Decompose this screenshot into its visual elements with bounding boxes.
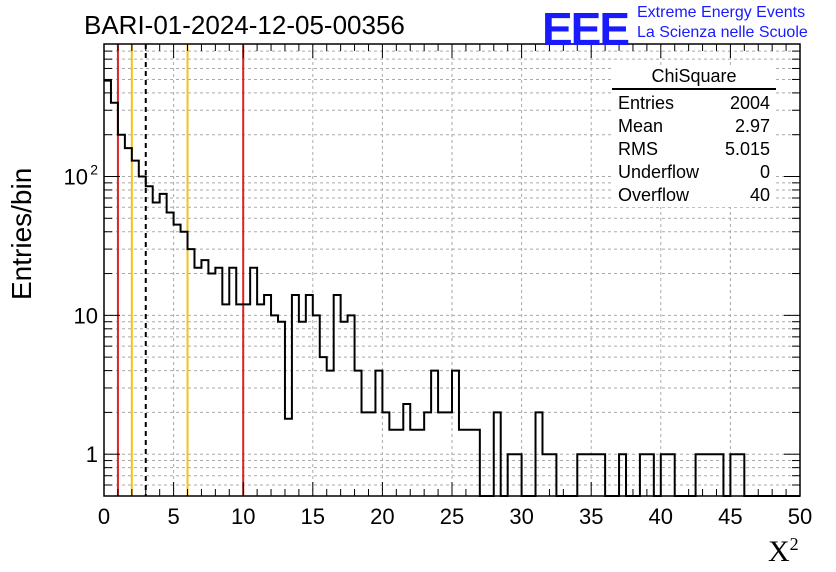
- y-tick-label: 1: [86, 442, 98, 467]
- stats-row-underflow: Underflow 0: [618, 162, 770, 182]
- logo-line-2: La Scienza nelle Scuole: [637, 24, 808, 41]
- x-tick-label: 20: [370, 504, 394, 529]
- x-tick-label: 25: [440, 504, 464, 529]
- x-tick-label: 10: [231, 504, 255, 529]
- x-axis-label: X2: [768, 534, 799, 568]
- histogram-outline: [104, 79, 800, 497]
- stats-row-mean: Mean 2.97: [618, 116, 770, 136]
- x-tick-label: 30: [509, 504, 533, 529]
- eee-logo: EEE: [542, 3, 630, 55]
- y-tick-label: 10: [74, 303, 98, 328]
- stats-row-rms: RMS 5.015: [618, 139, 770, 159]
- stats-row-entries: Entries 2004: [618, 93, 770, 113]
- y-axis-label: Entries/bin: [6, 167, 37, 300]
- plot-title: BARI-01-2024-12-05-00356: [84, 10, 405, 40]
- y-tick-label: 10: [64, 164, 88, 189]
- x-tick-label: 15: [301, 504, 325, 529]
- stats-row-overflow: Overflow 40: [618, 185, 770, 205]
- x-tick-label: 40: [649, 504, 673, 529]
- logo-line-1: Extreme Energy Events: [637, 4, 806, 21]
- stats-box: ChiSquare Entries 2004 Mean 2.97 RMS 5.015 …: [612, 66, 776, 207]
- x-tick-label: 35: [579, 504, 603, 529]
- x-tick-label: 50: [788, 504, 812, 529]
- x-tick-label: 0: [98, 504, 110, 529]
- x-tick-label: 5: [167, 504, 179, 529]
- stats-title: ChiSquare: [612, 66, 776, 90]
- x-tick-label: 45: [718, 504, 742, 529]
- y-tick-label-exponent: 2: [90, 161, 98, 177]
